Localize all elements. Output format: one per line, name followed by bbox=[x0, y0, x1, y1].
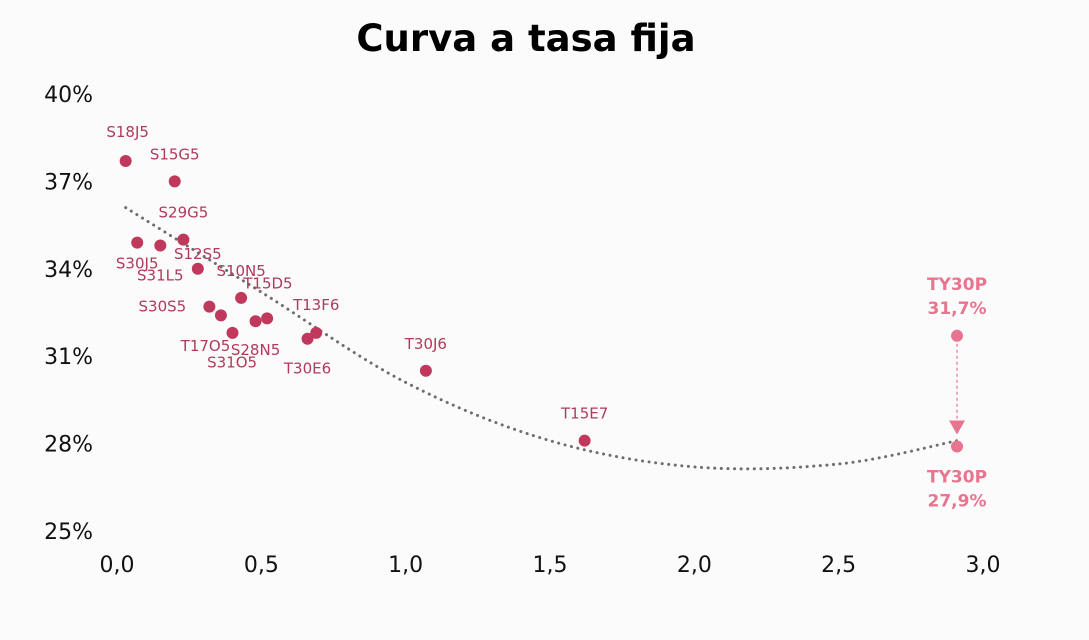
y-axis-ticks: 25% 28% 31% 34% 37% 40% bbox=[44, 83, 93, 545]
chart-title: Curva a tasa fija bbox=[356, 17, 695, 60]
data-point bbox=[177, 233, 190, 246]
highlight-layer: TY30P 31,7% TY30P 27,9% bbox=[927, 275, 987, 512]
highlight-point-to bbox=[951, 440, 964, 453]
highlight-to-value: 27,9% bbox=[928, 492, 987, 512]
point-label: S28N5 bbox=[231, 341, 280, 359]
x-tick-label: 0,0 bbox=[100, 553, 135, 578]
trendline-layer bbox=[124, 206, 959, 471]
data-point bbox=[235, 291, 248, 304]
data-point bbox=[168, 175, 181, 188]
data-point bbox=[191, 262, 204, 275]
x-tick-label: 2,0 bbox=[677, 553, 712, 578]
point-label: T15D5 bbox=[242, 274, 292, 292]
point-label: S18J5 bbox=[106, 123, 149, 141]
data-point bbox=[261, 312, 274, 325]
y-tick-label: 31% bbox=[44, 345, 93, 370]
point-label: S29G5 bbox=[159, 204, 209, 222]
point-label: T30J6 bbox=[404, 335, 447, 353]
point-label: T15E7 bbox=[560, 405, 608, 423]
data-point bbox=[226, 326, 239, 339]
x-tick-label: 3,0 bbox=[966, 553, 1001, 578]
point-label: S31L5 bbox=[137, 266, 184, 284]
highlight-from-value: 31,7% bbox=[928, 299, 987, 319]
highlight-arrow-head bbox=[949, 420, 966, 435]
point-label: S12S5 bbox=[174, 245, 222, 263]
highlight-to-name: TY30P bbox=[927, 468, 987, 488]
point-label: T30E6 bbox=[283, 360, 331, 378]
data-point bbox=[119, 155, 132, 168]
y-tick-label: 40% bbox=[44, 83, 93, 108]
x-tick-label: 1,5 bbox=[533, 553, 568, 578]
y-tick-label: 28% bbox=[44, 433, 93, 458]
y-tick-label: 37% bbox=[44, 170, 93, 195]
data-point bbox=[578, 434, 591, 447]
trendline bbox=[124, 206, 959, 471]
highlight-from-name: TY30P bbox=[927, 275, 987, 295]
point-label: T17O5 bbox=[180, 337, 231, 355]
point-label: T13F6 bbox=[292, 296, 339, 314]
point-label: S10N5 bbox=[216, 262, 265, 280]
point-label: S15G5 bbox=[150, 145, 200, 163]
x-tick-label: 2,5 bbox=[821, 553, 856, 578]
point-label: S30J5 bbox=[116, 255, 159, 273]
data-point bbox=[154, 239, 167, 252]
y-tick-label: 25% bbox=[44, 520, 93, 545]
data-point bbox=[249, 315, 262, 328]
point-label: S31O5 bbox=[207, 353, 257, 371]
x-axis-ticks: 0,0 0,5 1,0 1,5 2,0 2,5 3,0 bbox=[100, 553, 1001, 578]
data-point bbox=[301, 332, 314, 345]
highlight-point-from bbox=[951, 329, 964, 342]
y-tick-label: 34% bbox=[44, 258, 93, 283]
data-point bbox=[214, 309, 227, 322]
point-label: S30S5 bbox=[139, 298, 187, 316]
data-point bbox=[203, 300, 216, 313]
data-point bbox=[419, 364, 432, 377]
data-point bbox=[310, 326, 323, 339]
data-point bbox=[131, 236, 144, 249]
x-tick-label: 1,0 bbox=[388, 553, 423, 578]
x-tick-label: 0,5 bbox=[244, 553, 279, 578]
